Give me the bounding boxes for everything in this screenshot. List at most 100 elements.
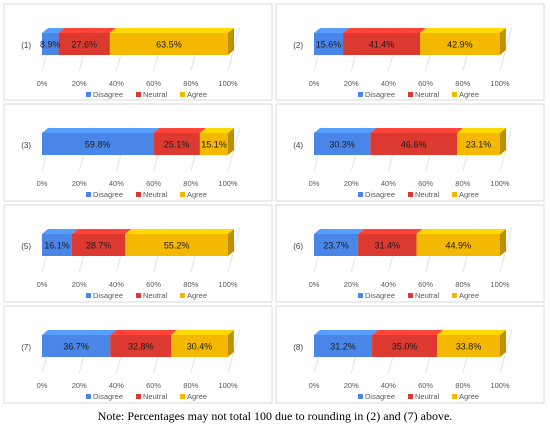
legend-swatch-disagree xyxy=(358,293,363,298)
legend-swatch-neutral xyxy=(136,192,141,197)
chart-panel: (6) 23.7% 31.4% 44.9% 0% 20% 40% 60% 80% 100% Disa… xyxy=(275,204,545,303)
tick-label: 60% xyxy=(146,280,161,289)
data-label: 15.1% xyxy=(201,140,227,150)
legend-swatch-disagree xyxy=(86,394,91,399)
bar-side-face xyxy=(228,229,234,256)
chart-label: (2) xyxy=(293,41,303,50)
data-label: 63.5% xyxy=(156,40,182,50)
tick-label: 20% xyxy=(344,179,359,188)
legend-label: Neutral xyxy=(415,90,440,99)
legend-label: Agree xyxy=(459,190,479,199)
data-label: 32.8% xyxy=(128,342,154,352)
tick-label: 20% xyxy=(72,381,87,390)
data-label: 33.8% xyxy=(456,342,482,352)
tick-label: 100% xyxy=(490,179,510,188)
bar-top-face xyxy=(420,28,506,33)
gridline xyxy=(499,26,513,72)
tick-label: 20% xyxy=(72,79,87,88)
tick-label: 20% xyxy=(72,280,87,289)
bar-top-face xyxy=(42,28,65,33)
data-label: 31.2% xyxy=(330,342,356,352)
legend-swatch-neutral xyxy=(136,394,141,399)
bar-top-face xyxy=(314,128,377,133)
tick-label: 20% xyxy=(344,381,359,390)
tick-label: 60% xyxy=(418,79,433,88)
data-label: 36.7% xyxy=(63,342,89,352)
bar-segment-disagree xyxy=(314,234,359,256)
legend-swatch-neutral xyxy=(408,394,413,399)
tick-label: 0% xyxy=(309,381,320,390)
tick-label: 40% xyxy=(381,79,396,88)
chart-panel: (2) 15.6% 41.4% 42.9% 0% 20% 40% 60% 80% 100% Disa… xyxy=(275,3,545,101)
bar-top-face xyxy=(437,330,506,335)
bar-top-face xyxy=(58,28,116,33)
bar-segment-neutral xyxy=(110,335,172,357)
chart-panel: (4) 30.3% 46.6% 23.1% 0% 20% 40% 60% 80% 100% Disa… xyxy=(275,103,545,202)
bar-segment-disagree xyxy=(314,335,373,357)
bar-segment-disagree xyxy=(314,33,344,55)
tick-label: 0% xyxy=(309,179,320,188)
data-label: 31.4% xyxy=(375,241,401,251)
legend-label: Agree xyxy=(459,291,479,300)
tick-label: 0% xyxy=(309,280,320,289)
tick-label: 0% xyxy=(37,280,48,289)
bar-segment-disagree xyxy=(42,133,154,155)
bar-segment-neutral xyxy=(58,33,110,55)
bar-side-face xyxy=(499,28,506,55)
data-label: 30.3% xyxy=(329,140,355,150)
chart-panel: (7) 36.7% 32.8% 30.4% 0% 20% 40% 60% 80% 100% Disa… xyxy=(3,305,273,404)
bar-top-face xyxy=(370,128,464,133)
legend-swatch-neutral xyxy=(408,293,413,298)
tick-label: 60% xyxy=(146,179,161,188)
legend-label: Agree xyxy=(459,90,479,99)
tick-label: 20% xyxy=(72,179,87,188)
chart-panel: (3) 59.8% 25.1% 15.1% 0% 20% 40% 60% 80% 100% Disa… xyxy=(3,103,273,202)
chart-label: (1) xyxy=(21,41,31,50)
tick-label: 0% xyxy=(309,79,320,88)
bar-top-face xyxy=(314,330,379,335)
bar-top-face xyxy=(416,229,506,234)
bar-segment-disagree xyxy=(42,335,111,357)
legend-swatch-agree xyxy=(180,92,185,97)
legend-label: Disagree xyxy=(365,190,395,199)
legend-label: Agree xyxy=(187,392,207,401)
legend-swatch-agree xyxy=(452,192,457,197)
data-label: 8.9% xyxy=(40,40,61,50)
legend-label: Neutral xyxy=(415,392,440,401)
bar-top-face xyxy=(343,28,427,33)
data-label: 41.4% xyxy=(369,40,395,50)
legend-label: Disagree xyxy=(93,90,123,99)
legend-label: Neutral xyxy=(415,190,440,199)
tick-label: 60% xyxy=(418,381,433,390)
legend-label: Agree xyxy=(187,190,207,199)
data-label: 27.6% xyxy=(71,40,97,50)
legend-label: Disagree xyxy=(93,291,123,300)
tick-label: 40% xyxy=(109,280,124,289)
tick-label: 100% xyxy=(218,381,238,390)
bar-top-face xyxy=(457,128,506,133)
bar-segment-agree xyxy=(420,33,500,55)
bar-segment-agree xyxy=(437,335,500,357)
chart-label: (4) xyxy=(293,141,303,150)
tick-label: 60% xyxy=(418,179,433,188)
tick-label: 60% xyxy=(146,79,161,88)
tick-label: 60% xyxy=(418,280,433,289)
tick-label: 80% xyxy=(455,280,470,289)
tick-label: 40% xyxy=(109,79,124,88)
bar-segment-agree xyxy=(457,133,500,155)
data-label: 25.1% xyxy=(164,140,190,150)
bar-top-face xyxy=(42,229,78,234)
bar-top-face xyxy=(109,28,234,33)
legend-label: Disagree xyxy=(365,90,395,99)
bar-segment-neutral xyxy=(153,133,200,155)
legend-label: Disagree xyxy=(93,190,123,199)
data-label: 23.1% xyxy=(466,140,492,150)
tick-label: 20% xyxy=(344,280,359,289)
bar-segment-neutral xyxy=(358,234,417,256)
tick-label: 80% xyxy=(455,381,470,390)
bar-segment-agree xyxy=(199,133,228,155)
legend-label: Neutral xyxy=(415,291,440,300)
tick-label: 20% xyxy=(344,79,359,88)
legend-swatch-agree xyxy=(452,92,457,97)
tick-label: 100% xyxy=(218,179,238,188)
